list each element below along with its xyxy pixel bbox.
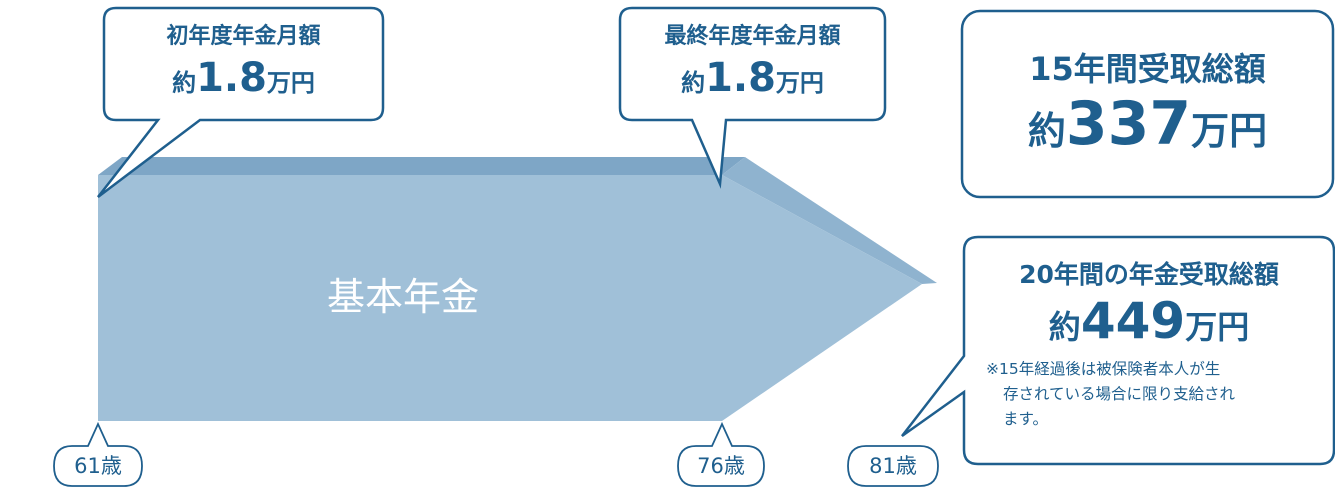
callout-final-year-label: 最終年度年金月額: [664, 24, 841, 49]
age-end-label: 81歳: [869, 454, 917, 478]
arrow-top-edge: [98, 157, 745, 175]
arrow-face: [98, 175, 922, 421]
callout-final-year-prefix: 約: [681, 69, 706, 97]
callout-first-year-prefix: 約: [172, 69, 197, 97]
total-20-note: ※15年経過後は被保険者本人が生 存されている場合に限り支給され ます。: [986, 357, 1326, 432]
total-20-amount: 449: [1080, 292, 1186, 350]
callout-first-year: 初年度年金月額 約1.8万円: [104, 22, 383, 98]
total-15-prefix: 約: [1027, 109, 1066, 153]
callout-first-year-amount: 1.8: [196, 55, 267, 101]
age-pill-61-frame: [53, 421, 143, 487]
age-start-label: 61歳: [74, 454, 122, 478]
total-20-note-line3: ます。: [1003, 410, 1048, 428]
total-15-frame: [960, 9, 1335, 199]
age-mid-label: 76歳: [697, 454, 745, 478]
total-15-box: 15年間受取総額 約337万円: [962, 48, 1333, 154]
callout-first-year-frame: [97, 6, 385, 198]
callout-first-year-label: 初年度年金月額: [166, 24, 321, 49]
total-15-unit: 万円: [1191, 109, 1268, 153]
callout-final-year-unit: 万円: [775, 69, 824, 97]
arrow-label: 基本年金: [326, 275, 479, 319]
total-20-note-line2: 存されている場合に限り支給され: [1003, 385, 1236, 403]
total-20-prefix: 約: [1048, 308, 1081, 346]
callout-final-year-frame: [618, 6, 887, 189]
total-15-amount: 337: [1065, 89, 1192, 159]
total-20-frame: [901, 235, 1335, 466]
age-pill-81-frame: [847, 445, 939, 487]
callout-final-year: 最終年度年金月額 約1.8万円: [620, 22, 885, 98]
pension-arrow: [98, 157, 937, 421]
callout-first-year-unit: 万円: [266, 69, 315, 97]
total-15-label: 15年間受取総額: [1029, 50, 1266, 88]
total-20-note-line1: ※15年経過後は被保険者本人が生: [986, 360, 1221, 378]
total-20-label: 20年間の年金受取総額: [1019, 260, 1279, 289]
age-pill-76-frame: [677, 421, 765, 487]
total-20-box: 20年間の年金受取総額 約449万円: [964, 258, 1334, 346]
total-20-unit: 万円: [1185, 308, 1250, 346]
arrow-tip-top-face: [722, 157, 937, 284]
callout-final-year-amount: 1.8: [705, 55, 776, 101]
